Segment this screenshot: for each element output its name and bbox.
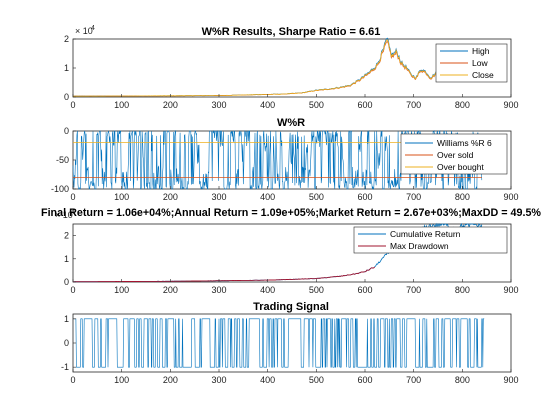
y-tick-label: 1: [64, 254, 69, 264]
x-tick-label: 200: [163, 192, 178, 202]
x-tick-label: 800: [455, 100, 470, 110]
x-tick-label: 600: [357, 375, 372, 385]
x-tick-label: 600: [357, 100, 372, 110]
series-close-line: [73, 39, 482, 97]
price-y-exponent-base: × 10: [75, 26, 93, 36]
x-tick-label: 300: [211, 285, 226, 295]
x-tick-label: 100: [114, 375, 129, 385]
x-tick-label: 900: [503, 100, 518, 110]
price-y-exponent: 4: [91, 25, 95, 32]
y-tick-label: 0: [64, 92, 69, 102]
return-panel-title: Final Return = 1.06e+04%;Annual Return =…: [41, 207, 541, 219]
x-tick-label: 900: [503, 285, 518, 295]
legend-cumret-label: Cumulative Return: [390, 229, 461, 239]
series-trading-signal-line: [73, 318, 485, 368]
y-tick-label: 2: [64, 231, 69, 241]
x-tick-label: 700: [406, 285, 421, 295]
x-tick-label: 100: [114, 100, 129, 110]
series-max-drawdown-line: [73, 266, 376, 283]
return-y-exponent-base: × 10: [55, 210, 73, 220]
x-tick-label: 100: [114, 192, 129, 202]
y-tick-label: 0: [64, 277, 69, 287]
x-tick-label: 0: [70, 100, 75, 110]
x-tick-label: 900: [503, 375, 518, 385]
x-tick-label: 700: [406, 375, 421, 385]
x-tick-label: 300: [211, 375, 226, 385]
x-tick-label: 300: [211, 192, 226, 202]
y-tick-label: -50: [56, 155, 69, 165]
x-tick-label: 800: [455, 285, 470, 295]
x-tick-label: 500: [309, 375, 324, 385]
x-tick-label: 0: [70, 375, 75, 385]
x-tick-label: 100: [114, 285, 129, 295]
y-tick-label: 0: [64, 126, 69, 136]
wr-legend: Williams %R 6 Over sold Over bought: [400, 133, 508, 175]
wr-panel: W%R 0 100 200 300 400 500 600 700 800 900 -100 -50 0…: [51, 117, 519, 202]
x-tick-label: 800: [455, 375, 470, 385]
x-tick-label: 0: [70, 285, 75, 295]
wr-panel-title: W%R: [277, 117, 305, 129]
legend-oversold-label: Over sold: [437, 150, 474, 160]
signal-axes: [72, 313, 512, 373]
x-tick-label: 300: [211, 100, 226, 110]
y-tick-label: 0: [64, 338, 69, 348]
price-panel: W%R Results, Sharpe Ratio = 6.61 × 10 4 …: [64, 25, 519, 110]
x-tick-label: 700: [406, 192, 421, 202]
x-tick-label: 500: [309, 285, 324, 295]
return-y-exponent: 4: [71, 209, 75, 216]
x-tick-label: 400: [260, 192, 275, 202]
y-tick-label: 1: [64, 63, 69, 73]
x-tick-label: 500: [309, 100, 324, 110]
legend-low-label: Low: [472, 58, 488, 68]
x-tick-label: 400: [260, 285, 275, 295]
x-tick-label: 600: [357, 285, 372, 295]
y-tick-label: 1: [64, 314, 69, 324]
return-legend: Cumulative Return Max Drawdown: [353, 226, 508, 254]
x-tick-label: 900: [503, 192, 518, 202]
y-tick-label: -100: [51, 184, 69, 194]
x-tick-label: 200: [163, 375, 178, 385]
x-tick-label: 200: [163, 285, 178, 295]
y-tick-label: -1: [61, 362, 69, 372]
price-panel-title: W%R Results, Sharpe Ratio = 6.61: [202, 26, 381, 38]
legend-overbought-label: Over bought: [437, 162, 484, 172]
return-panel: × 10 4 Final Return = 1.06e+04%;Annual R…: [41, 207, 541, 295]
x-tick-label: 700: [406, 100, 421, 110]
x-tick-label: 500: [309, 192, 324, 202]
y-tick-label: 2: [64, 34, 69, 44]
x-tick-label: 400: [260, 375, 275, 385]
legend-close-label: Close: [472, 70, 494, 80]
x-tick-label: 600: [357, 192, 372, 202]
price-legend: High Low Close: [435, 43, 508, 83]
legend-high-label: High: [472, 46, 490, 56]
signal-panel: Trading Signal 0 100 200 300 400 500 600 700 800…: [61, 301, 519, 385]
signal-panel-title: Trading Signal: [253, 301, 329, 313]
legend-maxdd-label: Max Drawdown: [390, 241, 449, 251]
x-tick-label: 200: [163, 100, 178, 110]
x-tick-label: 800: [455, 192, 470, 202]
x-tick-label: 400: [260, 100, 275, 110]
legend-williams-label: Williams %R 6: [437, 138, 492, 148]
x-tick-label: 0: [70, 192, 75, 202]
